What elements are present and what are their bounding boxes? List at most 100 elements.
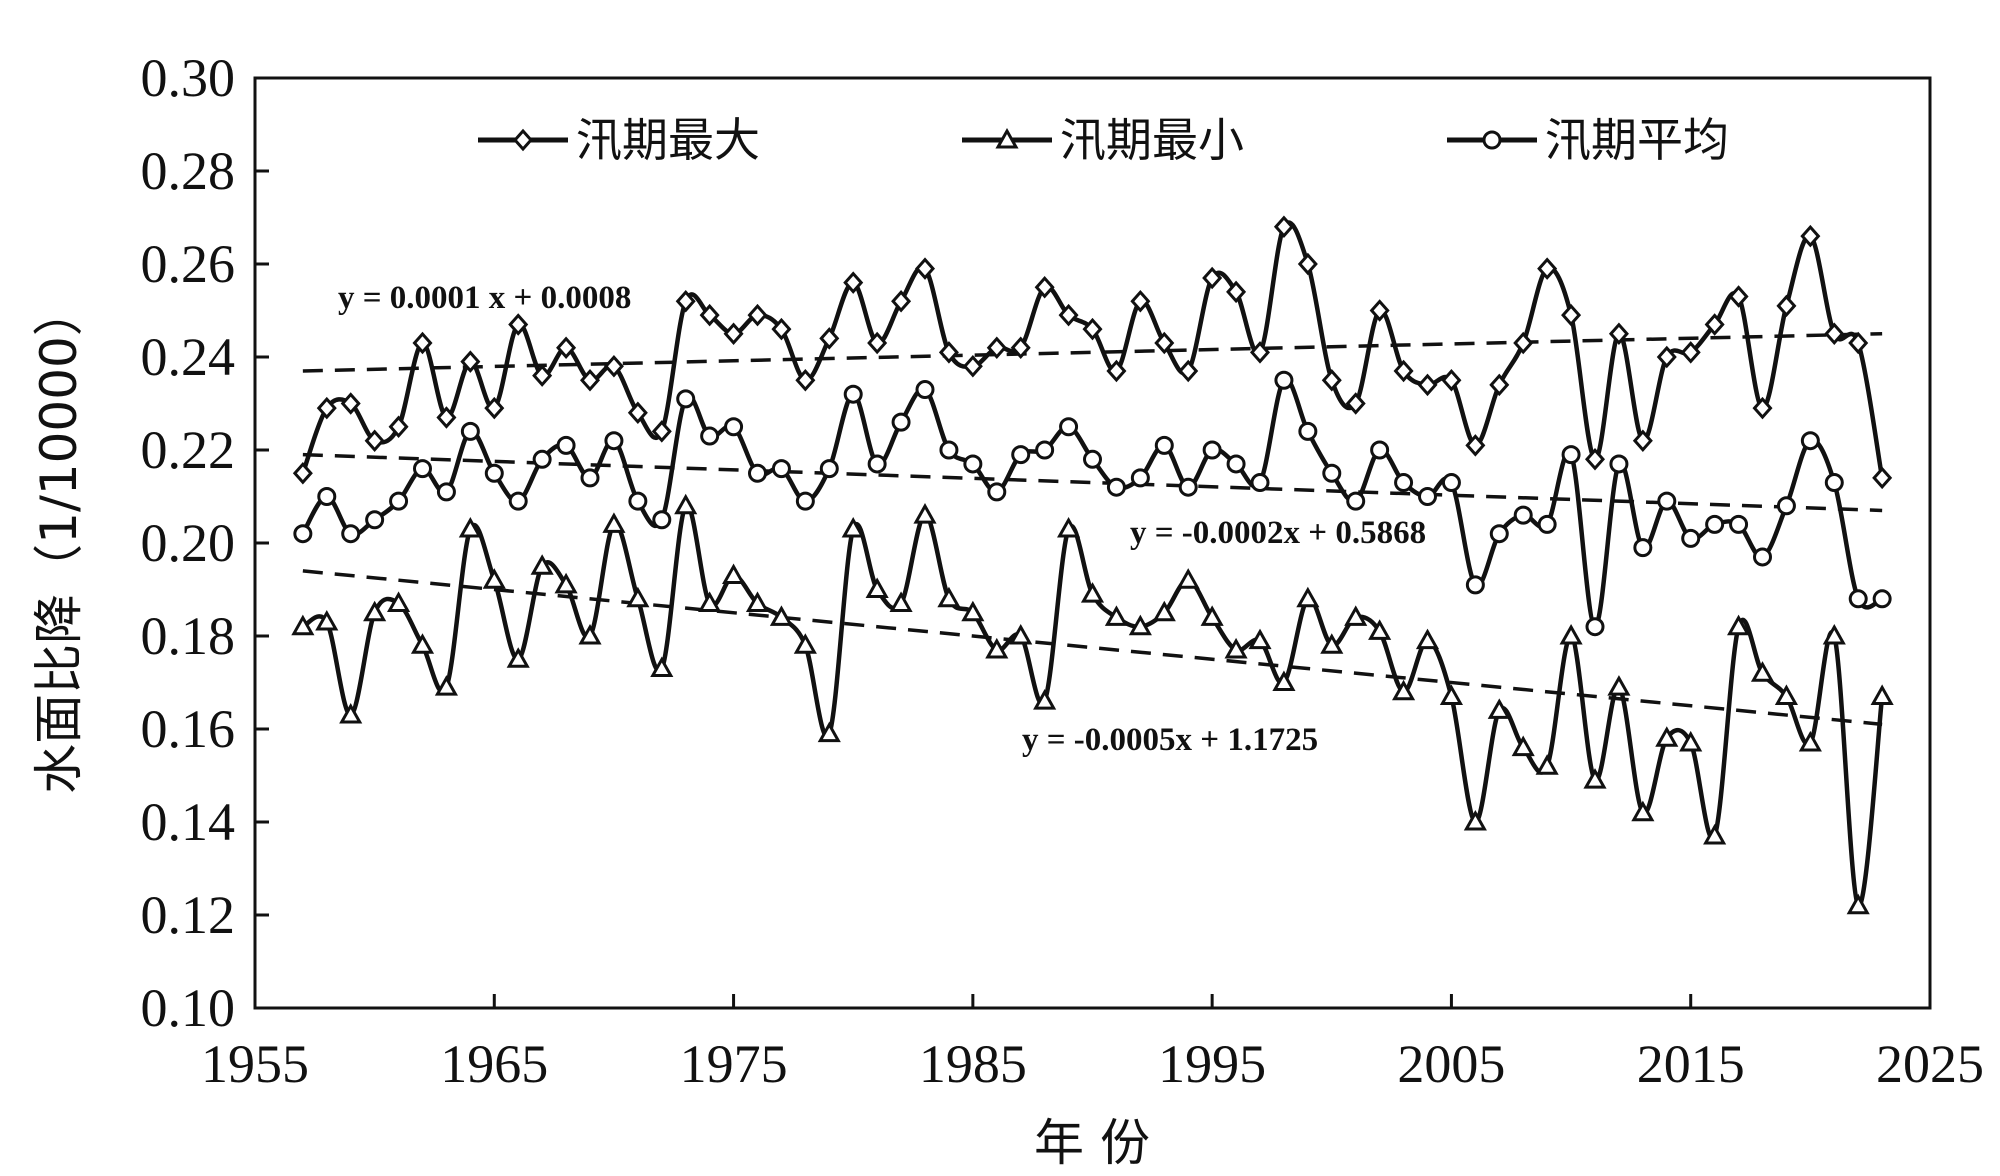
data-point <box>1202 266 1223 290</box>
data-point <box>961 600 985 622</box>
data-point <box>436 482 456 502</box>
data-point <box>1584 448 1606 471</box>
data-point <box>1848 589 1868 609</box>
data-point <box>889 591 913 612</box>
legend-item-3: 汛期平均 <box>1447 113 1729 167</box>
data-point <box>1249 341 1271 364</box>
x-tick-label: 2015 <box>1637 1034 1745 1094</box>
data-point <box>508 313 529 336</box>
data-point <box>1202 440 1222 460</box>
y-axis-title: 水面比降（1/10000） <box>30 286 88 794</box>
data-point <box>1728 285 1749 308</box>
data-point <box>389 491 409 511</box>
data-point <box>506 647 530 668</box>
data-point <box>292 461 313 485</box>
data-point <box>1727 614 1751 636</box>
data-point <box>1487 698 1511 719</box>
data-point <box>699 303 720 327</box>
legend-marker <box>512 128 534 152</box>
data-point <box>291 614 315 636</box>
data-point <box>1152 600 1176 622</box>
data-point <box>1753 547 1772 567</box>
data-point <box>556 435 576 455</box>
data-point <box>339 702 363 724</box>
data-point <box>1561 303 1582 327</box>
data-point <box>1489 373 1510 397</box>
data-point <box>317 487 337 506</box>
data-point <box>795 368 816 392</box>
data-point <box>1800 431 1820 451</box>
data-point <box>650 656 674 678</box>
trend-equation-3: y = -0.0005x + 1.1725 <box>1022 722 1318 758</box>
data-point <box>340 392 361 415</box>
data-point <box>1441 473 1461 493</box>
data-point <box>1798 730 1822 752</box>
data-point <box>1082 317 1103 341</box>
y-axis: 0.10 0.12 0.14 0.16 0.18 0.20 0.22 0.24 0.26 0.28… <box>141 48 269 1038</box>
data-point <box>676 389 696 409</box>
data-point <box>460 421 480 441</box>
trendline-3 <box>302 569 1883 727</box>
data-point <box>602 512 626 533</box>
data-point <box>484 396 505 420</box>
data-point <box>316 396 337 420</box>
data-point <box>674 493 698 515</box>
data-point <box>1058 303 1079 327</box>
x-axis: 1955 1965 1975 1985 1995 2005 2015 2025 <box>201 994 1984 1094</box>
data-point <box>1513 331 1534 355</box>
data-point <box>1609 454 1629 474</box>
legend-item-1: 汛期最大 <box>478 113 760 167</box>
data-point <box>1846 893 1870 915</box>
data-point <box>363 600 387 622</box>
data-point <box>819 327 840 350</box>
data-point <box>626 586 650 608</box>
data-point <box>1224 637 1248 659</box>
data-point <box>1631 800 1655 822</box>
x-tick-label: 2005 <box>1397 1034 1505 1094</box>
legend-item-2: 汛期最小 <box>962 113 1244 167</box>
data-point <box>1489 524 1509 544</box>
data-point <box>1870 684 1894 705</box>
data-point <box>915 380 935 400</box>
data-point <box>1320 633 1344 654</box>
series-group <box>291 215 1894 915</box>
series-2 <box>291 493 1894 915</box>
data-point <box>1057 516 1081 538</box>
y-tick-label: 0.20 <box>141 513 236 573</box>
data-point <box>628 491 648 511</box>
data-point <box>1369 299 1390 322</box>
data-point <box>1009 623 1033 645</box>
data-point <box>1130 468 1150 488</box>
data-point <box>1655 726 1679 747</box>
data-point <box>484 463 504 483</box>
data-point <box>1583 768 1607 789</box>
trend-equation-1: y = 0.0001 x + 0.0008 <box>338 280 631 316</box>
data-point <box>1274 370 1294 390</box>
data-point <box>1080 582 1105 603</box>
data-point <box>532 449 552 469</box>
data-point <box>1415 628 1440 650</box>
data-point <box>1657 491 1677 511</box>
data-point <box>914 257 936 280</box>
series-1 <box>292 215 1893 490</box>
data-point <box>675 289 696 313</box>
data-point <box>508 491 528 511</box>
plot-frame <box>253 76 1932 1010</box>
data-point <box>867 331 888 355</box>
data-point <box>1463 809 1487 831</box>
data-point <box>1200 605 1224 626</box>
data-point <box>1729 514 1749 534</box>
data-point <box>1561 445 1581 465</box>
data-point <box>1872 466 1893 490</box>
data-point <box>603 355 624 378</box>
data-point <box>1083 449 1102 469</box>
data-point <box>1511 735 1535 757</box>
trendline-2 <box>302 452 1883 513</box>
data-point <box>1559 623 1583 645</box>
data-point <box>1011 445 1031 465</box>
data-point <box>795 491 815 511</box>
data-point <box>1774 684 1798 705</box>
data-point <box>458 516 482 538</box>
data-point <box>819 459 839 479</box>
data-point <box>1154 331 1175 355</box>
